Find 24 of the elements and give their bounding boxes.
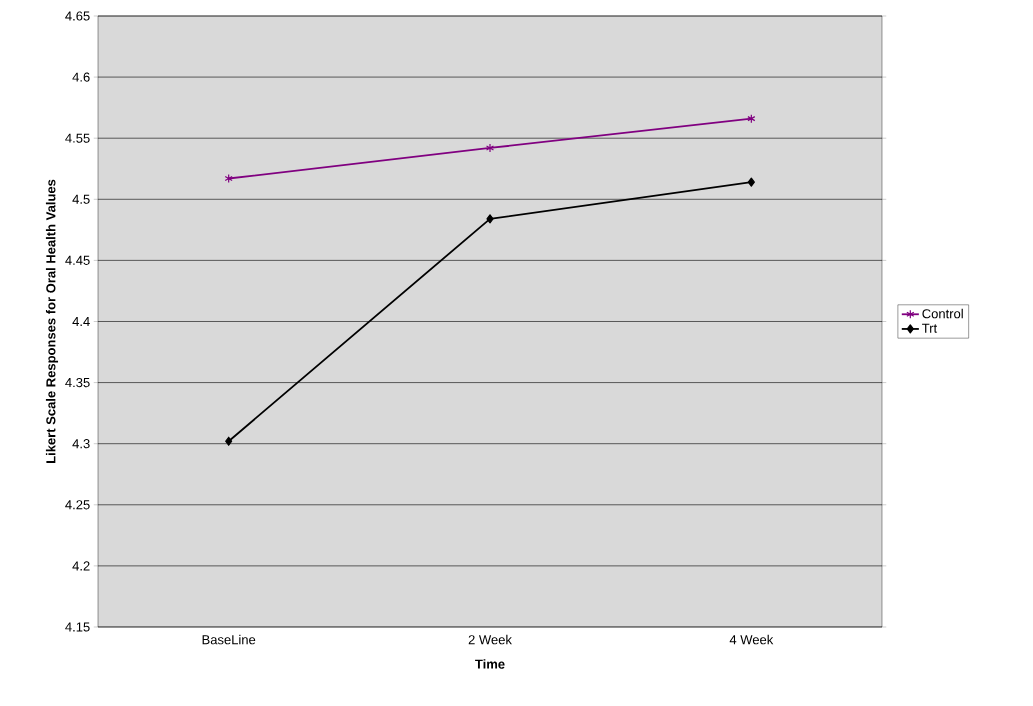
y-tick-label: 4.3 — [72, 439, 90, 449]
point — [485, 143, 495, 153]
point — [747, 114, 756, 124]
point — [747, 177, 755, 187]
x-axis-title: Time — [475, 659, 505, 669]
y-axis-title: Likert Scale Responses for Oral Health Values — [45, 179, 59, 463]
y-tick-label: 4.6 — [72, 72, 90, 82]
y-tick-label: 4.25 — [65, 500, 90, 510]
y-tick-label: 4.15 — [65, 622, 90, 632]
y-tick-label: 4.65 — [65, 11, 90, 21]
y-tick-label: 4.45 — [65, 255, 90, 265]
point — [225, 436, 233, 446]
y-tick-label: 4.55 — [65, 133, 90, 143]
y-tick-label: 4.5 — [72, 194, 90, 204]
legend-label: Trt — [922, 323, 938, 333]
y-tick-label: 4.4 — [72, 317, 90, 326]
y-tick-label: 4.2 — [72, 561, 90, 571]
point — [486, 214, 494, 224]
y-tick-label: 4.35 — [65, 377, 90, 388]
point — [224, 173, 233, 184]
x-tick-label: BaseLine — [202, 634, 256, 645]
legend-label: Control — [922, 308, 963, 319]
x-tick-label: 4 Week — [729, 634, 774, 645]
x-tick-label: 2 Week — [468, 634, 512, 645]
